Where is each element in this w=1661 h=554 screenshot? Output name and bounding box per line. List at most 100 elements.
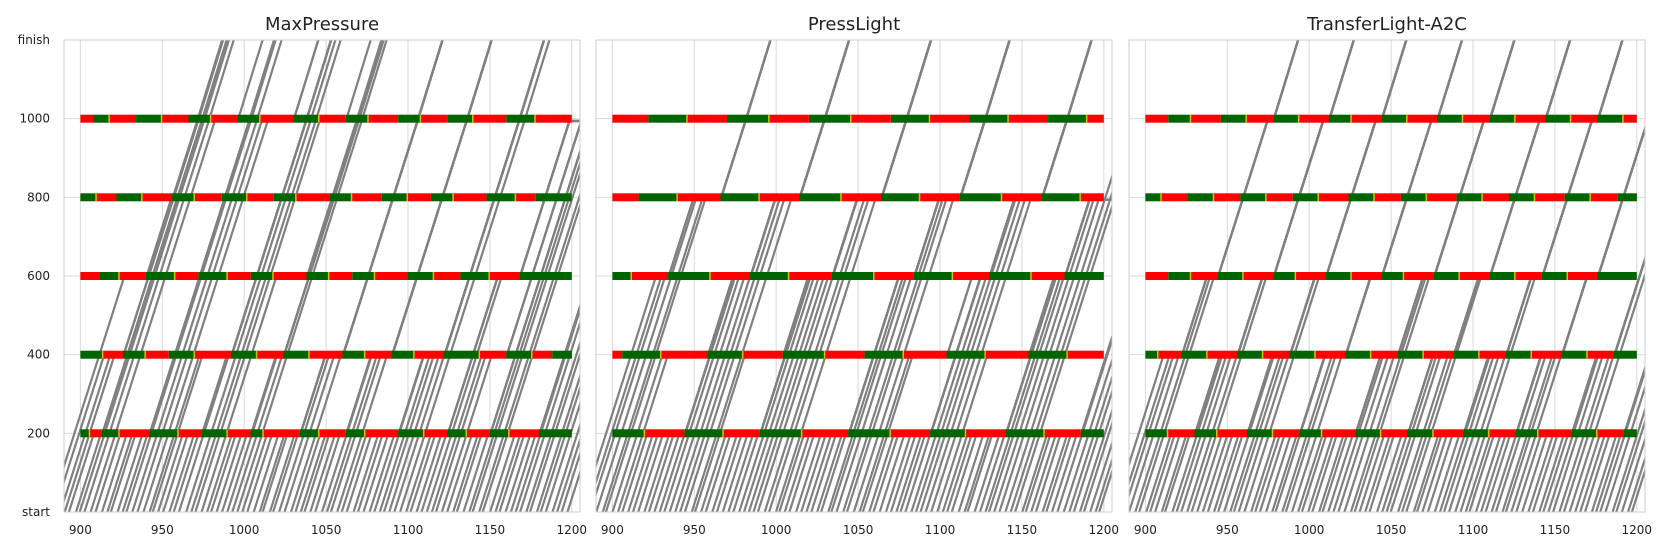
signal-phase-green <box>759 429 803 438</box>
signal-bar-1000 <box>612 114 1104 123</box>
y-tick-label: 800 <box>27 190 50 204</box>
x-tick-label: 1200 <box>557 523 588 537</box>
vehicle-trajectory <box>1004 173 1112 512</box>
vehicle-trajectory <box>1611 406 1645 512</box>
signal-phase-red <box>195 193 222 202</box>
vehicle-trajectory <box>1078 407 1112 512</box>
signal-phase-green <box>1505 350 1532 359</box>
x-tick-label: 1150 <box>1540 523 1571 537</box>
signal-phase-green <box>93 114 110 123</box>
vehicle-trajectory <box>452 148 580 512</box>
signal-phase-green <box>1623 429 1637 438</box>
signal-phase-red <box>1571 114 1598 123</box>
signal-phase-green <box>198 272 228 280</box>
signal-phase-green <box>293 114 320 123</box>
signal-phase-red <box>1266 193 1293 202</box>
signal-phase-red <box>195 350 231 359</box>
signal-phase-red <box>1191 272 1218 280</box>
signal-phase-red <box>1080 193 1104 202</box>
signal-phase-red <box>632 272 668 280</box>
signal-phase-red <box>421 114 448 123</box>
axes-frame <box>1128 39 1646 513</box>
signal-phase-red <box>103 350 123 359</box>
signal-phase-green <box>535 193 572 202</box>
signal-phase-red <box>1538 429 1572 438</box>
signal-phase-green <box>848 429 891 438</box>
signal-phase-red <box>1482 193 1509 202</box>
signal-phase-red <box>352 193 382 202</box>
vehicle-trajectory <box>1045 334 1112 512</box>
signal-phase-red <box>802 429 849 438</box>
signal-phase-green <box>1325 272 1352 280</box>
vehicle-trajectory <box>690 40 851 512</box>
vehicle-trajectory <box>1068 374 1112 512</box>
signal-phase-green <box>799 193 842 202</box>
vehicle-trajectory <box>478 191 580 512</box>
vehicle-trajectory <box>498 303 580 512</box>
signal-bar-200 <box>612 429 1104 438</box>
signal-phase-green <box>539 429 572 438</box>
signal-phase-green <box>1328 114 1352 123</box>
signal-phase-green <box>250 429 264 438</box>
signal-phase-green <box>460 272 490 280</box>
signal-phase-red <box>1008 114 1049 123</box>
signal-phase-green <box>1613 350 1637 359</box>
signal-phase-green <box>273 193 297 202</box>
signal-phase-red <box>723 429 760 438</box>
signal-phase-green <box>506 114 536 123</box>
signal-phase-green <box>1433 272 1460 280</box>
signal-phase-green <box>622 350 662 359</box>
signal-phase-green <box>116 193 143 202</box>
signal-phase-green <box>345 429 366 438</box>
panel-transferlight-a2c: TransferLight-A2C 900 950 1000 1050 1100 1150… <box>1128 14 1652 537</box>
signal-phase-red <box>890 429 931 438</box>
signal-phase-red <box>1299 114 1329 123</box>
vehicle-trajectory <box>774 40 933 512</box>
signal-bar-200 <box>1145 429 1637 438</box>
vehicle-trajectory <box>604 40 772 512</box>
signal-phase-red <box>480 350 507 359</box>
signal-phase-green <box>352 272 376 280</box>
signal-phase-green <box>506 350 533 359</box>
signal-phase-green <box>201 429 228 438</box>
signal-phase-red <box>825 350 865 359</box>
signal-phase-green <box>1571 429 1598 438</box>
x-tick-label: 1200 <box>1089 523 1120 537</box>
signal-phase-red <box>1315 350 1346 359</box>
signal-phase-green <box>913 272 954 280</box>
signal-phase-green <box>648 114 688 123</box>
signal-phase-red <box>1031 272 1065 280</box>
signal-phase-red <box>263 429 300 438</box>
y-tick-label: 600 <box>27 269 50 283</box>
signal-phase-red <box>329 272 353 280</box>
x-tick-label: 900 <box>69 523 92 537</box>
signal-phase-green <box>1145 193 1162 202</box>
signal-phase-green <box>237 114 261 123</box>
signal-phase-green <box>145 272 176 280</box>
signal-phase-red <box>1296 272 1326 280</box>
signal-phase-red <box>1404 272 1434 280</box>
signal-phase-green <box>345 114 369 123</box>
x-tick-label: 1100 <box>925 523 956 537</box>
signal-phase-red <box>769 114 809 123</box>
vehicle-trajectory <box>535 372 580 512</box>
signal-phase-red <box>1515 272 1542 280</box>
x-tick-label: 950 <box>1216 523 1239 537</box>
signal-phase-red <box>1217 429 1247 438</box>
signal-phase-red <box>80 114 94 123</box>
vehicle-trajectory <box>519 319 580 512</box>
vehicle-trajectory <box>1082 420 1112 512</box>
signal-bar-1000 <box>1145 114 1637 123</box>
signal-phase-green <box>1348 193 1375 202</box>
vehicle-trajectory <box>1034 334 1112 512</box>
signal-phase-red <box>260 114 294 123</box>
vehicle-trajectory <box>930 40 1093 512</box>
signal-bar-600 <box>612 272 1104 280</box>
signal-phase-green <box>408 272 435 280</box>
signal-phase-green <box>1217 272 1244 280</box>
signal-phase-green <box>1355 429 1382 438</box>
x-tick-label: 1000 <box>229 523 260 537</box>
signal-phase-green <box>1515 429 1539 438</box>
vehicle-trajectory <box>393 40 546 512</box>
signal-phase-red <box>1597 429 1624 438</box>
